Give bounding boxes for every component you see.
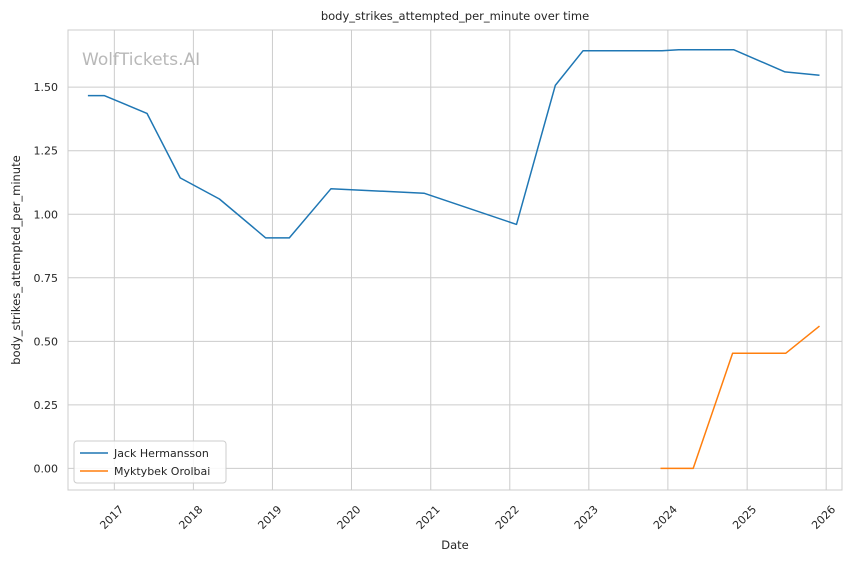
y-tick-label: 0.00	[34, 462, 59, 475]
x-tick-label: 2017	[97, 503, 126, 532]
legend-box	[73, 440, 227, 484]
x-tick-label: 2019	[255, 503, 284, 532]
x-tick-label: 2023	[572, 503, 601, 532]
x-tick-label: 2026	[809, 503, 838, 532]
y-tick-label: 0.25	[34, 399, 59, 412]
series-line-1	[660, 325, 820, 470]
legend-label: Myktybek Orolbai	[114, 465, 210, 478]
x-tick-label: 2018	[176, 503, 205, 532]
y-tick-label: 0.75	[34, 272, 59, 285]
legend: Jack Hermansson Myktybek Orolbai	[73, 440, 227, 484]
watermark: WolfTickets.AI	[82, 50, 200, 70]
x-axis-title: Date	[441, 538, 469, 552]
chart-title: body_strikes_attempted_per_minute over t…	[321, 9, 589, 23]
x-axis-ticks: 2017 2018 2019 2020 2021 2022 2023 2024 2025 2026	[97, 503, 838, 532]
y-tick-label: 1.50	[34, 81, 59, 94]
y-tick-label: 1.00	[34, 208, 59, 221]
y-tick-label: 1.25	[34, 145, 59, 158]
x-tick-label: 2024	[651, 503, 680, 532]
series-lines	[87, 49, 820, 470]
y-axis-ticks: 0.00 0.25 0.50 0.75 1.00 1.25 1.50	[34, 81, 59, 475]
x-tick-label: 2022	[493, 503, 522, 532]
legend-label: Jack Hermansson	[113, 447, 209, 460]
x-tick-label: 2021	[414, 503, 443, 532]
y-tick-label: 0.50	[34, 335, 59, 348]
series-line-0	[87, 49, 820, 239]
x-tick-label: 2020	[335, 503, 364, 532]
plot-area	[67, 29, 843, 491]
x-tick-label: 2025	[730, 503, 759, 532]
grid-lines	[68, 30, 842, 490]
y-axis-title: body_strikes_attempted_per_minute	[9, 155, 23, 364]
